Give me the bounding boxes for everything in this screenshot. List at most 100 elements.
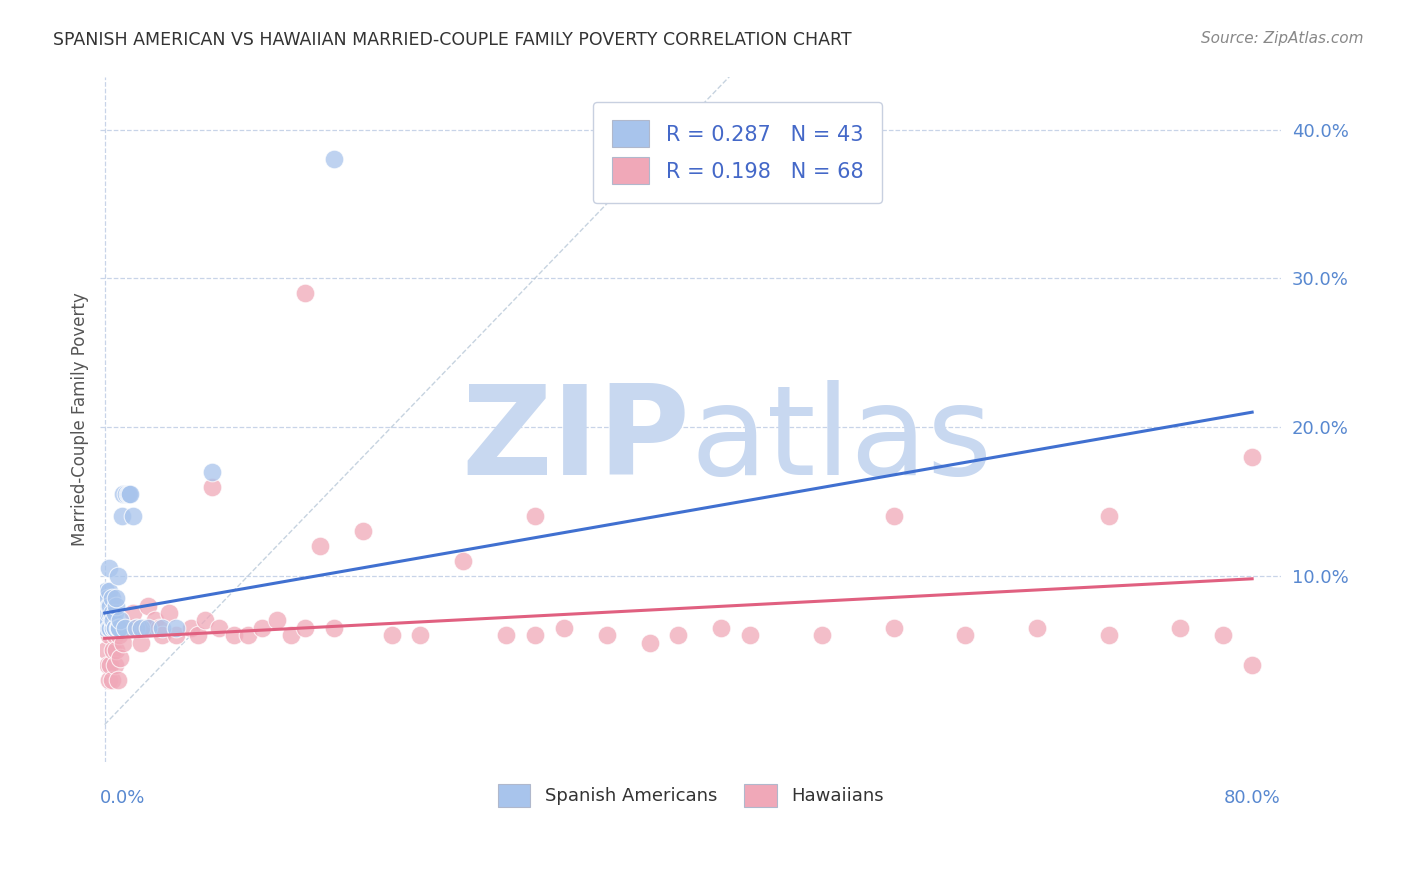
Point xyxy=(523,628,546,642)
Point xyxy=(201,465,224,479)
Point xyxy=(157,606,180,620)
Point xyxy=(110,614,132,628)
Point xyxy=(111,621,134,635)
Text: ZIP: ZIP xyxy=(461,380,690,500)
Point xyxy=(955,628,977,642)
Point xyxy=(122,606,145,620)
Point xyxy=(120,487,142,501)
Point xyxy=(97,673,120,687)
Point xyxy=(97,583,120,598)
Point xyxy=(252,621,274,635)
Point xyxy=(108,628,131,642)
Point xyxy=(143,614,166,628)
Point xyxy=(101,591,124,606)
Point xyxy=(108,621,131,635)
Point xyxy=(94,643,117,657)
Point xyxy=(380,628,402,642)
Point xyxy=(94,621,117,635)
Text: 80.0%: 80.0% xyxy=(1225,789,1281,807)
Point xyxy=(96,591,118,606)
Point xyxy=(100,621,122,635)
Legend: Spanish Americans, Hawaiians: Spanish Americans, Hawaiians xyxy=(491,777,891,814)
Point xyxy=(740,628,762,642)
Point xyxy=(118,487,141,501)
Point xyxy=(409,628,432,642)
Point xyxy=(94,583,117,598)
Point xyxy=(308,539,330,553)
Point xyxy=(104,658,127,673)
Point xyxy=(136,599,159,613)
Point xyxy=(112,487,135,501)
Point xyxy=(1026,621,1049,635)
Point xyxy=(100,621,122,635)
Point xyxy=(1098,509,1121,524)
Point xyxy=(323,621,346,635)
Point xyxy=(451,554,474,568)
Point xyxy=(115,621,138,635)
Point xyxy=(187,628,209,642)
Point xyxy=(122,509,145,524)
Point xyxy=(294,286,316,301)
Point xyxy=(103,621,125,635)
Point xyxy=(150,628,173,642)
Point xyxy=(103,643,125,657)
Point xyxy=(1241,450,1264,464)
Point xyxy=(1212,628,1234,642)
Point xyxy=(129,636,152,650)
Point xyxy=(105,599,128,613)
Point xyxy=(595,628,617,642)
Point xyxy=(150,621,173,635)
Point xyxy=(294,621,316,635)
Y-axis label: Married-Couple Family Poverty: Married-Couple Family Poverty xyxy=(72,293,89,547)
Point xyxy=(107,569,129,583)
Text: SPANISH AMERICAN VS HAWAIIAN MARRIED-COUPLE FAMILY POVERTY CORRELATION CHART: SPANISH AMERICAN VS HAWAIIAN MARRIED-COU… xyxy=(53,31,852,49)
Point xyxy=(104,621,127,635)
Point xyxy=(117,487,139,501)
Point xyxy=(136,621,159,635)
Point xyxy=(323,153,346,167)
Point xyxy=(101,621,124,635)
Point xyxy=(352,524,374,538)
Point xyxy=(107,621,129,635)
Point xyxy=(201,479,224,493)
Point xyxy=(96,614,118,628)
Point xyxy=(110,650,132,665)
Point xyxy=(222,628,245,642)
Point xyxy=(114,621,136,635)
Point xyxy=(495,628,517,642)
Point xyxy=(112,636,135,650)
Point xyxy=(523,509,546,524)
Point xyxy=(105,591,128,606)
Point xyxy=(104,628,127,642)
Point xyxy=(101,606,124,620)
Point xyxy=(129,621,152,635)
Point xyxy=(266,614,288,628)
Point xyxy=(104,606,127,620)
Point xyxy=(1170,621,1192,635)
Point xyxy=(180,621,202,635)
Point xyxy=(125,621,148,635)
Point xyxy=(883,621,905,635)
Point xyxy=(103,614,125,628)
Point xyxy=(120,621,142,635)
Point xyxy=(97,621,120,635)
Text: 0.0%: 0.0% xyxy=(100,789,146,807)
Point xyxy=(208,621,231,635)
Point xyxy=(125,621,148,635)
Point xyxy=(165,621,187,635)
Point xyxy=(107,673,129,687)
Point xyxy=(96,658,118,673)
Point xyxy=(111,509,134,524)
Point xyxy=(96,606,118,620)
Point xyxy=(97,628,120,642)
Point xyxy=(105,643,128,657)
Point xyxy=(811,628,834,642)
Point xyxy=(236,628,259,642)
Point xyxy=(139,621,162,635)
Point xyxy=(101,673,124,687)
Point xyxy=(638,636,661,650)
Point xyxy=(103,621,125,635)
Point xyxy=(97,561,120,575)
Point xyxy=(883,509,905,524)
Point xyxy=(1241,658,1264,673)
